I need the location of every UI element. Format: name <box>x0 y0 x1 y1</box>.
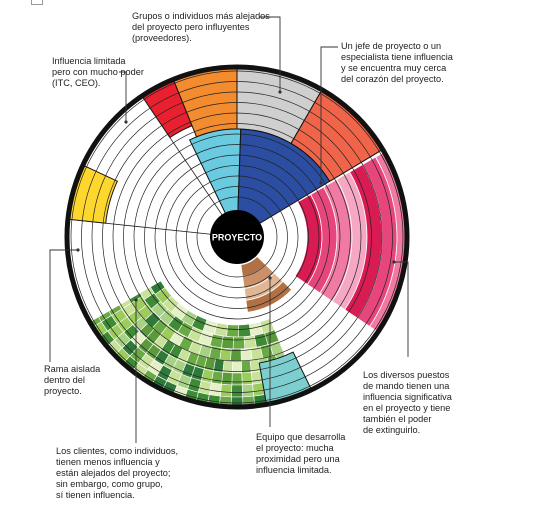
ring-line <box>81 81 393 393</box>
leader-puestos-dot <box>392 260 396 264</box>
leader-clientes-dot <box>134 298 138 302</box>
annotation-puestos-mando: Los diversos puestos de mando tienen una… <box>363 370 452 435</box>
annotation-influencia-limitada: Influencia limitada pero con mucho poder… <box>52 56 144 88</box>
segment-green-cell <box>232 336 246 350</box>
ring-line <box>123 123 351 351</box>
leader-influencia-dot <box>124 120 128 124</box>
ring-line <box>196 196 278 278</box>
ring-line <box>154 154 320 320</box>
leader-lines <box>49 16 409 443</box>
ring-line <box>175 175 299 299</box>
outer-ring <box>64 64 410 410</box>
ring-line <box>102 102 372 372</box>
diagram-rings <box>64 64 410 410</box>
segment-green-cell <box>241 371 253 386</box>
leader-grupos <box>259 16 281 92</box>
ring-line <box>144 144 330 330</box>
annotation-grupos: Grupos o individuos más alejados del pro… <box>132 11 270 43</box>
ring-line <box>165 165 309 309</box>
segment-green-cell <box>226 324 240 338</box>
separator-line <box>141 95 238 238</box>
separator-line <box>67 218 238 238</box>
project-hub <box>210 210 264 264</box>
segment-green-cell <box>221 371 233 386</box>
leader-rama-dot <box>76 248 80 252</box>
segment-navy <box>236 128 331 238</box>
ring-line <box>112 112 362 362</box>
ring-line <box>91 91 383 383</box>
annotation-equipo: Equipo que desarrolla el proyecto: mucha… <box>256 432 346 475</box>
project-hub-label: PROYECTO <box>212 233 262 243</box>
segment-green-cell <box>231 384 243 398</box>
corner-mark <box>31 0 43 5</box>
segment-green-cell <box>221 335 234 350</box>
leader-equipo-dot <box>268 276 272 280</box>
ring-line <box>133 133 341 341</box>
segment-green-cell <box>231 372 243 386</box>
leader-rama <box>49 249 78 362</box>
leader-jefe <box>320 46 338 183</box>
annotation-jefe: Un jefe de proyecto o un especialista ti… <box>341 41 453 84</box>
leader-jefe-dot <box>319 181 323 185</box>
segment-green-cell <box>219 383 233 398</box>
leader-influencia <box>119 71 127 122</box>
annotation-clientes: Los clientes, como individuos, tienen me… <box>56 446 179 500</box>
leader-puestos <box>394 261 409 357</box>
leader-grupos-dot <box>278 90 282 94</box>
segment-green-cell <box>243 335 257 350</box>
segment-green-cell <box>238 323 252 338</box>
segment-brown-ring <box>245 280 293 313</box>
annotation-rama-aislada: Rama aislada dentro del proyecto. <box>44 364 101 396</box>
ring-line <box>186 186 288 288</box>
ring-line <box>70 70 404 404</box>
segment-green-cell <box>241 383 255 398</box>
